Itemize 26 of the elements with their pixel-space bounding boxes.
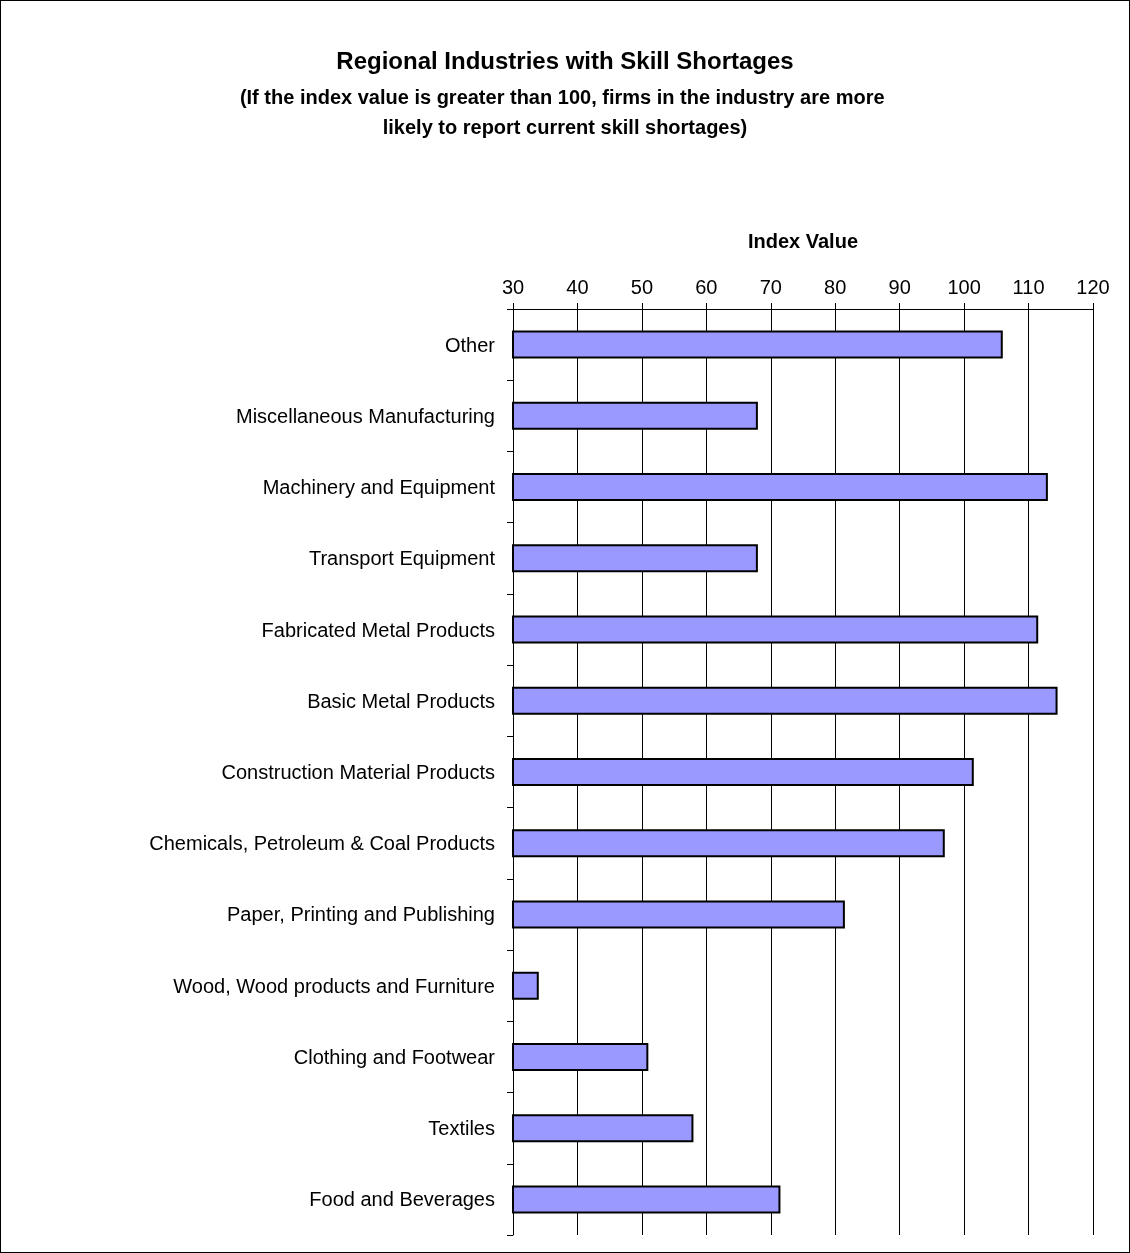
- x-tick-label: 110: [1012, 276, 1045, 298]
- y-tick-label: Food and Beverages: [309, 1188, 495, 1211]
- y-tick-label: Transport Equipment: [308, 547, 496, 570]
- y-tick-label: Construction Material Products: [221, 761, 495, 783]
- y-tick-label: Textiles: [428, 1117, 495, 1140]
- x-tick-label: 70: [759, 276, 782, 298]
- x-tick-label: 60: [695, 276, 718, 298]
- x-tick-label: 90: [888, 276, 911, 298]
- y-tick-label: Paper, Printing and Publishing: [227, 903, 495, 926]
- y-tick-label: Miscellaneous Manufacturing: [235, 404, 495, 427]
- x-tick-label: 30: [501, 276, 525, 298]
- y-tick-label: Clothing and Footwear: [293, 1045, 496, 1068]
- x-tick-label: 100: [947, 276, 981, 298]
- x-tick-label: 120: [1076, 276, 1110, 298]
- y-tick-label: Chemicals, Petroleum & Coal Products: [149, 832, 495, 855]
- x-tick-label: 40: [566, 276, 589, 298]
- y-tick-label: Wood, Wood products and Furniture: [173, 974, 495, 997]
- chart-title: Regional Industries with Skill Shortages: [336, 46, 794, 74]
- y-tick-label: Machinery and Equipment: [262, 476, 496, 499]
- x-axis-title: Index Value: [747, 230, 859, 252]
- y-tick-label: Other: [444, 333, 496, 356]
- x-tick-label: 80: [824, 276, 847, 298]
- y-tick-label: Basic Metal Products: [307, 689, 495, 712]
- y-tick-label: Fabricated Metal Products: [261, 618, 495, 641]
- chart-subtitle: (If the index value is greater than 100, firms in the industry are more likely to report current skill shortages): [239, 86, 891, 138]
- x-tick-label: 50: [630, 276, 654, 298]
